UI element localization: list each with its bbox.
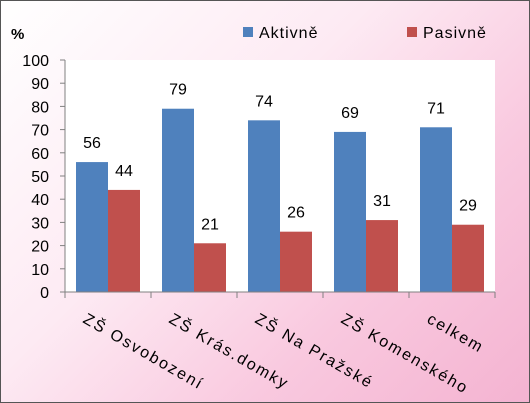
legend-swatch-pasivne [407, 27, 417, 37]
y-tick-label: 100 [22, 53, 49, 70]
y-tick-label: 90 [31, 76, 49, 93]
bar-aktivne [76, 162, 108, 292]
data-label: 29 [459, 198, 477, 215]
bar-series: 56 44 79 21 74 26 69 31 71 29 [76, 82, 484, 292]
data-label: 74 [255, 93, 273, 110]
bar-aktivne [248, 120, 280, 292]
bar-pasivne [280, 231, 312, 292]
data-label: 26 [287, 205, 305, 222]
y-tick-label: 20 [31, 239, 49, 256]
y-tick-label: 40 [31, 192, 49, 209]
bar-pasivne [194, 243, 226, 292]
data-label: 31 [373, 193, 391, 210]
y-tick-label: 60 [31, 146, 49, 163]
y-tick-label: 80 [31, 99, 49, 116]
data-label: 79 [169, 82, 187, 99]
bar-aktivne [162, 108, 194, 292]
bar-aktivne [334, 131, 366, 292]
bar-pasivne [452, 224, 484, 292]
data-label: 71 [427, 100, 445, 117]
category-label: celkem [424, 311, 487, 357]
legend-label-pasivne: Pasivně [423, 25, 487, 42]
bar-aktivne [420, 127, 452, 292]
y-axis-unit-label: % [11, 26, 24, 43]
y-tick-label: 70 [31, 123, 49, 140]
y-tick-label: 0 [40, 285, 49, 302]
y-tick-label: 10 [31, 262, 49, 279]
y-tick-label: 50 [31, 169, 49, 186]
y-axis: 0 10 20 30 40 50 60 70 80 90 100 [22, 53, 66, 302]
bar-pasivne [108, 189, 140, 292]
legend-label-aktivne: Aktivně [259, 25, 318, 42]
legend: Aktivně Pasivně [243, 25, 487, 42]
data-label: 21 [201, 216, 219, 233]
data-label: 69 [341, 105, 359, 122]
legend-swatch-aktivne [243, 27, 253, 37]
y-tick-label: 30 [31, 215, 49, 232]
data-label: 44 [115, 163, 133, 180]
data-label: 56 [83, 135, 101, 152]
bar-pasivne [366, 220, 398, 292]
